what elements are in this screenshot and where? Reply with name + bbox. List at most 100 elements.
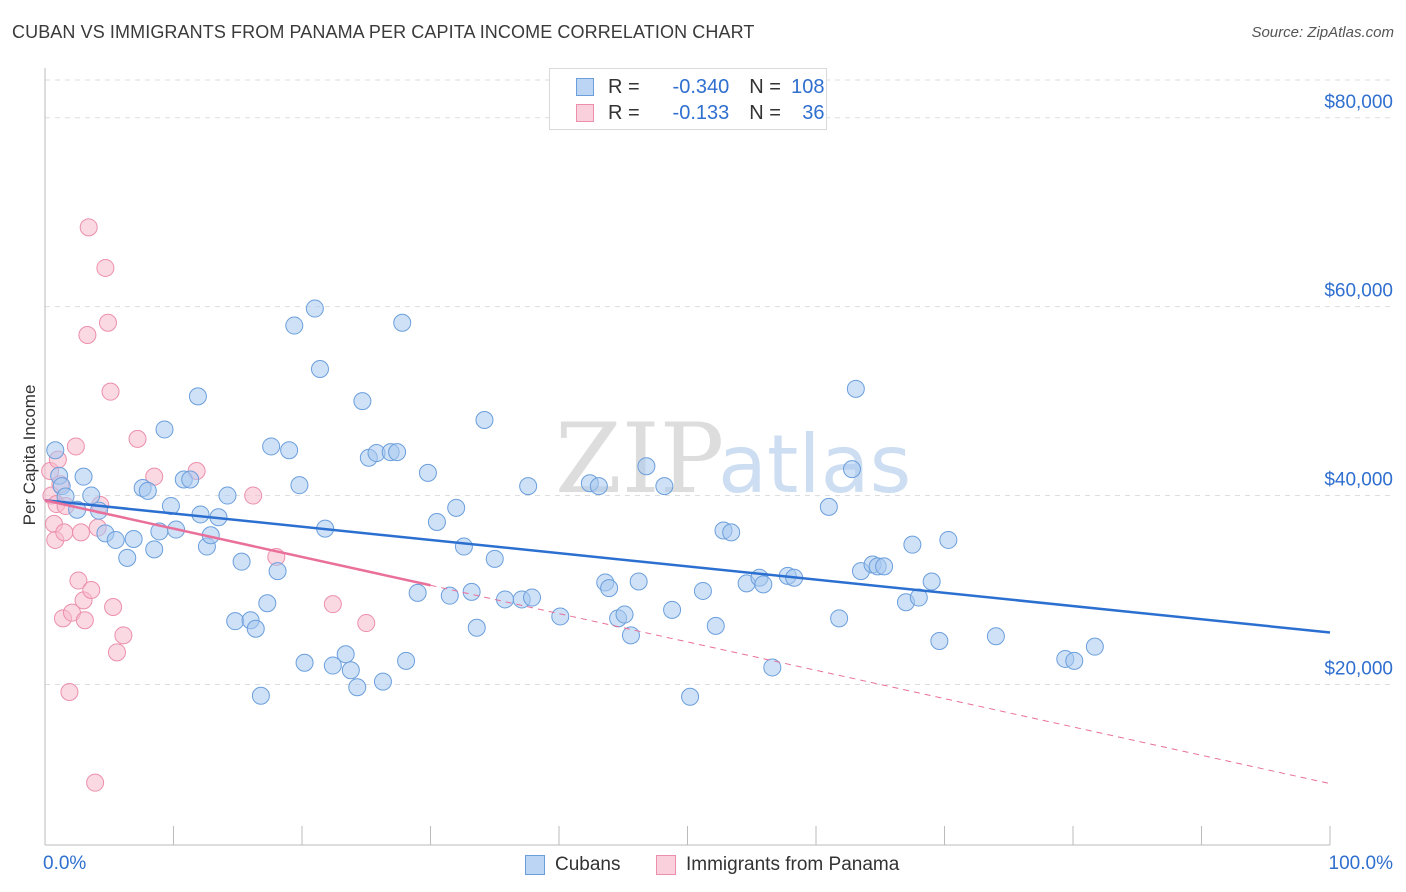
cuban-point: [1085, 637, 1104, 656]
cuban-point: [621, 626, 640, 645]
cuban-point: [268, 562, 287, 581]
cuban-point: [82, 486, 101, 505]
cuban-point: [118, 548, 137, 567]
legend-r-value: -0.340: [672, 75, 730, 98]
cuban-point: [408, 583, 427, 602]
cuban-point: [46, 441, 65, 460]
legend-swatch-panama: [576, 104, 594, 122]
cuban-point: [467, 618, 486, 637]
axis-labels: $20,000 $40,000 $60,000 $80,000 0.0% 100.0%: [43, 92, 1393, 874]
cuban-point: [373, 672, 392, 691]
cuban-point: [589, 477, 608, 496]
cuban-point: [427, 513, 446, 531]
cuban-point: [388, 443, 407, 462]
panama-point: [98, 313, 117, 332]
y-tick-label: $80,000: [1324, 92, 1393, 113]
cuban-point: [447, 498, 466, 517]
y-tick-label: $40,000: [1324, 470, 1393, 491]
cuban-point: [348, 678, 367, 697]
cuban-point: [295, 653, 314, 672]
cuban-point: [353, 392, 372, 411]
cuban-point: [74, 467, 93, 486]
cuban-point: [418, 463, 437, 482]
cuban-point: [124, 530, 143, 548]
legend-swatch-cubans: [576, 78, 594, 96]
panama-point: [86, 773, 105, 792]
cuban-point: [145, 540, 164, 559]
cuban-point: [523, 588, 542, 607]
cuban-point: [181, 470, 200, 489]
cuban-point: [393, 313, 412, 332]
cuban-point: [846, 379, 865, 398]
legend-n-label: N =: [749, 101, 781, 124]
legend-r-value: -0.133: [672, 101, 730, 124]
panama-point: [75, 611, 94, 630]
cuban-point: [819, 497, 838, 516]
cuban-point: [922, 572, 941, 591]
cuban-point: [551, 607, 570, 626]
watermark-atlas: atlas: [718, 418, 911, 511]
panama-point: [60, 683, 79, 701]
panama-point: [104, 598, 123, 616]
panama-point: [101, 382, 120, 401]
panama-point: [69, 571, 88, 590]
cuban-point: [706, 616, 725, 635]
legend-n-value: 36: [802, 101, 825, 124]
cuban-point: [681, 687, 700, 706]
cuban-point: [440, 586, 459, 605]
x-tick-label-min: 0.0%: [43, 853, 86, 874]
cuban-points: [46, 299, 1104, 706]
legend-n-value: 108: [791, 75, 825, 98]
panama-point: [128, 429, 147, 448]
legend-r-label: R =: [608, 75, 640, 98]
bottom-swatch-panama: [656, 855, 676, 875]
cuban-point: [290, 476, 309, 495]
panama-point: [114, 626, 133, 645]
panama-point: [357, 614, 376, 633]
chart-title: CUBAN VS IMMIGRANTS FROM PANAMA PER CAPI…: [12, 22, 755, 42]
cuban-point: [655, 477, 674, 496]
cuban-point: [754, 575, 773, 594]
cuban-point: [310, 360, 329, 378]
cuban-point: [454, 537, 473, 556]
cuban-point: [842, 460, 861, 479]
cuban-point: [285, 316, 304, 335]
cuban-point: [722, 523, 741, 542]
panama-point: [82, 581, 101, 599]
cuban-point: [218, 486, 237, 505]
bottom-label-cubans: Cubans: [555, 854, 621, 875]
cuban-point: [615, 605, 634, 624]
cuban-point: [1065, 651, 1084, 670]
cuban-point: [138, 481, 157, 500]
y-axis-title: Per Capita Income: [20, 385, 39, 526]
cuban-point: [475, 411, 494, 429]
cuban-point: [496, 590, 515, 609]
panama-point: [244, 486, 263, 505]
legend-row-cubans: R = -0.340 N = 108: [576, 75, 825, 99]
cuban-point: [637, 457, 656, 476]
cuban-point: [246, 619, 265, 638]
cuban-point: [188, 387, 207, 406]
cuban-point: [986, 627, 1005, 646]
panama-point: [96, 258, 115, 277]
cuban-point: [629, 572, 648, 591]
cuban-point: [280, 441, 299, 460]
cuban-point: [226, 612, 245, 631]
legend-n-label: N =: [749, 75, 781, 98]
cuban-point: [341, 661, 360, 680]
panama-point: [78, 326, 97, 344]
cuban-point: [336, 645, 355, 664]
series-legend-cubans: Cubans: [525, 852, 621, 878]
cuban-point: [485, 549, 504, 568]
cuban-point: [939, 530, 958, 549]
panama-point: [71, 523, 90, 542]
cuban-point: [600, 579, 619, 598]
cuban-point: [258, 594, 277, 613]
bottom-label-panama: Immigrants from Panama: [686, 854, 900, 875]
panama-point: [79, 218, 98, 237]
legend-r-label: R =: [608, 101, 640, 124]
cuban-point: [663, 600, 682, 619]
axes: [44, 68, 1331, 846]
grid-lines: [45, 79, 1393, 685]
